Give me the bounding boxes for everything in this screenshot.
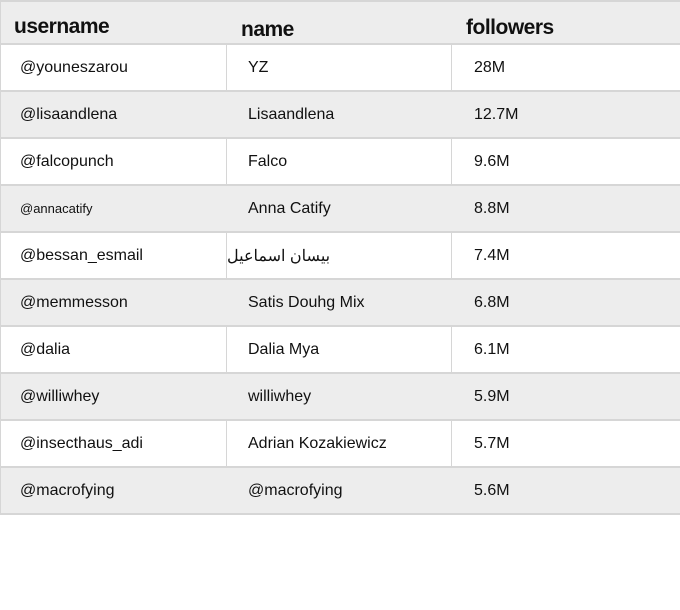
followers-table: username name followers @youneszarou YZ 28… [0,0,680,515]
header-followers: followers [466,16,554,39]
cell-name: Anna Catify [248,199,331,217]
table-row: @annacatify Anna Catify 8.8M [1,186,680,233]
cell-name: Lisaandlena [248,105,335,123]
cell-username: @williwhey [20,387,100,405]
cell-username: @bessan_esmail [20,246,143,264]
table-row: @youneszarou YZ 28M [1,45,680,92]
table-row: @insecthaus_adi Adrian Kozakiewicz 5.7M [1,421,680,468]
cell-username: @dalia [20,340,71,358]
cell-username: @lisaandlena [20,105,118,123]
cell-followers: 5.9M [474,387,510,405]
cell-followers: 6.1M [451,327,680,372]
table-row: @bessan_esmail بيسان اسماعيل 7.4M [1,233,680,280]
header-username: username [14,15,110,38]
cell-username: @insecthaus_adi [20,434,143,452]
cell-username: @falcopunch [20,152,114,170]
cell-followers: 6.8M [474,293,510,311]
table-row: @macrofying @macrofying 5.6M [1,468,680,515]
cell-username: @youneszarou [20,58,128,76]
cell-followers: 9.6M [451,139,680,184]
header-name: name [241,18,294,41]
cell-followers: 12.7M [474,105,519,123]
cell-followers: 8.8M [474,199,510,217]
table-row: @lisaandlena Lisaandlena 12.7M [1,92,680,139]
table-row: @memmesson Satis Douhg Mix 6.8M [1,280,680,327]
table-row: @williwhey williwhey 5.9M [1,374,680,421]
cell-username: @annacatify [20,201,93,216]
table-header: username name followers [1,0,680,45]
cell-name: Dalia Mya [226,327,451,372]
cell-username: @macrofying [20,481,115,499]
table-row: @falcopunch Falco 9.6M [1,139,680,186]
table-row: @dalia Dalia Mya 6.1M [1,327,680,374]
cell-name: @macrofying [248,481,343,499]
cell-followers: 5.6M [474,481,510,499]
cell-name: Falco [226,139,451,184]
cell-followers: 7.4M [451,233,680,278]
cell-username: @memmesson [20,293,128,311]
cell-name: YZ [226,45,451,90]
cell-name: Adrian Kozakiewicz [226,421,451,466]
cell-name: williwhey [248,387,312,405]
cell-followers: 28M [451,45,680,90]
cell-name: بيسان اسماعيل [226,233,451,278]
cell-name: Satis Douhg Mix [248,293,365,311]
cell-followers: 5.7M [451,421,680,466]
